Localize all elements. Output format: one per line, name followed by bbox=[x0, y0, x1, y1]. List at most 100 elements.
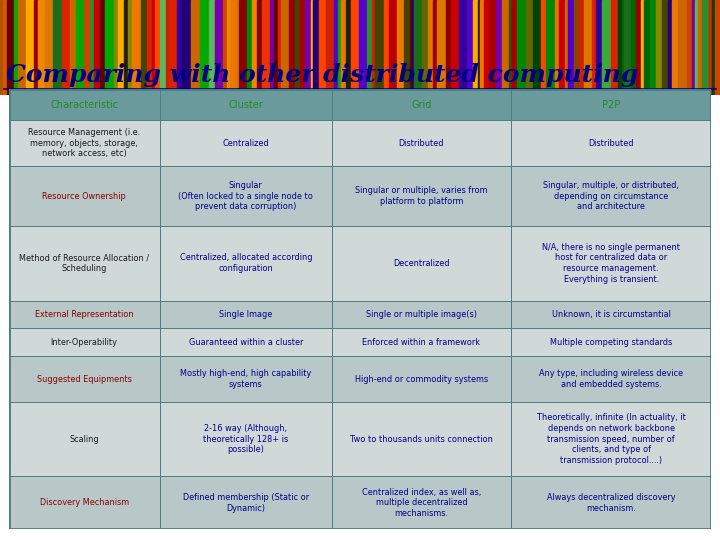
Bar bbox=[84, 0, 90, 94]
Bar bbox=[534, 0, 541, 94]
Bar bbox=[473, 0, 478, 94]
Bar bbox=[641, 0, 644, 94]
Text: P2P: P2P bbox=[602, 100, 621, 110]
Bar bbox=[489, 0, 496, 94]
Bar bbox=[132, 0, 138, 94]
Bar bbox=[152, 0, 155, 94]
Bar bbox=[34, 0, 38, 94]
Bar bbox=[166, 0, 170, 94]
Text: Distributed: Distributed bbox=[588, 139, 634, 147]
Text: 2-16 way (Although,
theoretically 128+ is
possible): 2-16 way (Although, theoretically 128+ i… bbox=[203, 424, 289, 454]
Text: Inter-Operability: Inter-Operability bbox=[50, 338, 117, 347]
Text: Guaranteed within a cluster: Guaranteed within a cluster bbox=[189, 338, 303, 347]
Bar bbox=[332, 120, 511, 166]
Bar bbox=[274, 0, 278, 94]
Bar bbox=[496, 0, 502, 94]
Bar bbox=[672, 0, 678, 94]
Bar bbox=[53, 0, 62, 94]
Text: Always decentralized discovery
mechanism.: Always decentralized discovery mechanism… bbox=[547, 493, 675, 512]
Bar bbox=[511, 89, 711, 120]
Bar bbox=[332, 328, 511, 356]
Bar bbox=[631, 0, 636, 94]
Bar bbox=[410, 0, 412, 94]
Bar bbox=[375, 0, 384, 94]
Bar bbox=[278, 0, 281, 94]
Bar bbox=[263, 0, 270, 94]
Bar bbox=[332, 89, 511, 120]
Bar bbox=[94, 0, 100, 94]
Bar bbox=[701, 0, 709, 94]
Text: N/A, there is no single permanent
host for centralized data or
resource manageme: N/A, there is no single permanent host f… bbox=[542, 242, 680, 284]
Bar bbox=[428, 0, 433, 94]
Bar bbox=[289, 0, 295, 94]
Bar bbox=[200, 0, 209, 94]
Bar bbox=[644, 0, 650, 94]
Bar bbox=[230, 0, 235, 94]
Bar bbox=[76, 0, 84, 94]
Bar bbox=[511, 226, 711, 300]
Bar bbox=[346, 0, 351, 94]
Text: Theoretically, infinite (In actuality, it
depends on network backbone
transmissi: Theoretically, infinite (In actuality, i… bbox=[537, 413, 685, 465]
Text: Decentralized: Decentralized bbox=[393, 259, 450, 268]
Bar bbox=[584, 0, 593, 94]
Text: Mostly high-end, high capability
systems: Mostly high-end, high capability systems bbox=[180, 369, 312, 389]
Bar bbox=[147, 0, 152, 94]
Bar bbox=[478, 0, 480, 94]
Text: Centralized: Centralized bbox=[222, 139, 269, 147]
Bar bbox=[319, 0, 326, 94]
Text: Discovery Mechanism: Discovery Mechanism bbox=[40, 498, 129, 507]
Bar bbox=[9, 120, 160, 166]
Bar bbox=[270, 0, 274, 94]
Bar bbox=[160, 120, 332, 166]
Bar bbox=[459, 0, 467, 94]
Bar bbox=[567, 0, 574, 94]
Bar bbox=[124, 0, 127, 94]
Bar bbox=[155, 0, 160, 94]
Bar bbox=[412, 0, 414, 94]
Bar bbox=[0, 0, 3, 94]
Bar bbox=[160, 226, 332, 300]
Bar bbox=[559, 0, 565, 94]
Bar bbox=[313, 0, 319, 94]
Bar bbox=[38, 0, 45, 94]
Bar bbox=[177, 0, 182, 94]
Bar bbox=[437, 0, 446, 94]
Text: Grid: Grid bbox=[411, 100, 432, 110]
Bar bbox=[422, 0, 428, 94]
Text: High-end or commodity systems: High-end or commodity systems bbox=[355, 375, 488, 383]
Bar bbox=[341, 0, 346, 94]
Bar bbox=[26, 0, 34, 94]
Bar bbox=[127, 0, 132, 94]
Bar bbox=[14, 0, 18, 94]
Bar bbox=[332, 166, 511, 226]
Bar bbox=[247, 0, 252, 94]
Bar bbox=[509, 0, 512, 94]
Bar bbox=[636, 0, 641, 94]
Bar bbox=[90, 0, 94, 94]
Text: Cluster: Cluster bbox=[228, 100, 264, 110]
Bar bbox=[9, 89, 160, 120]
Text: Singular
(Often locked to a single node to
prevent data corruption): Singular (Often locked to a single node … bbox=[179, 181, 313, 211]
Bar bbox=[517, 0, 526, 94]
Bar bbox=[692, 0, 695, 94]
Bar bbox=[209, 0, 215, 94]
Bar bbox=[593, 0, 596, 94]
Text: Resource Ownership: Resource Ownership bbox=[42, 192, 126, 200]
Bar bbox=[709, 0, 712, 94]
Bar bbox=[624, 0, 631, 94]
Bar bbox=[397, 0, 404, 94]
Bar bbox=[9, 402, 160, 476]
Bar bbox=[565, 0, 567, 94]
Bar bbox=[511, 300, 711, 328]
Bar bbox=[546, 0, 554, 94]
Bar bbox=[618, 0, 622, 94]
Bar bbox=[332, 356, 511, 402]
Bar bbox=[160, 0, 166, 94]
Bar bbox=[332, 226, 511, 300]
Text: External Representation: External Representation bbox=[35, 310, 133, 319]
Bar bbox=[656, 0, 662, 94]
Bar bbox=[235, 0, 239, 94]
Bar bbox=[603, 0, 611, 94]
Bar bbox=[667, 0, 672, 94]
Bar bbox=[480, 0, 485, 94]
